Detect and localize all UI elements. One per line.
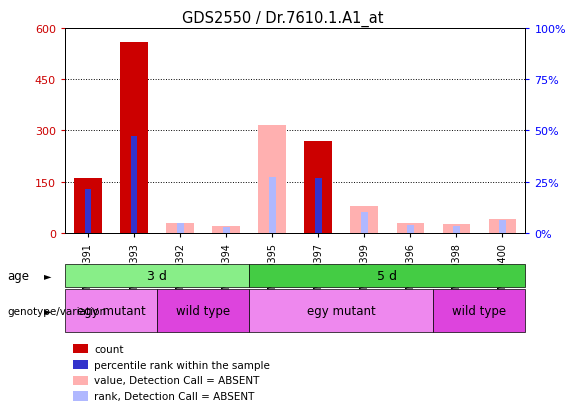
Bar (85, 189, 92, 233)
Bar (249, 264, 525, 287)
Text: rank, Detection Call = ABSENT: rank, Detection Call = ABSENT (94, 391, 255, 401)
Bar (212, 226, 240, 233)
Bar (397, 223, 424, 233)
Text: wild type: wild type (453, 304, 506, 317)
Bar (315, 179, 321, 233)
Bar (305, 141, 332, 233)
Bar (453, 226, 460, 233)
Bar (442, 225, 470, 233)
Text: egy mutant: egy mutant (77, 304, 145, 317)
Bar (350, 206, 378, 233)
Bar (120, 43, 148, 233)
Bar (74, 179, 102, 233)
Text: 5 d: 5 d (377, 269, 397, 282)
Text: egy mutant: egy mutant (307, 304, 376, 317)
Text: percentile rank within the sample: percentile rank within the sample (94, 360, 270, 370)
Bar (269, 177, 276, 233)
Bar (361, 213, 368, 233)
Bar (433, 289, 525, 332)
Bar (157, 289, 249, 332)
Text: age: age (7, 269, 29, 282)
Text: 3 d: 3 d (147, 269, 167, 282)
Text: count: count (94, 344, 124, 354)
Bar (499, 221, 506, 233)
Bar (177, 223, 184, 233)
Text: wild type: wild type (176, 304, 230, 317)
Bar (65, 264, 249, 287)
Bar (407, 226, 414, 233)
Bar (223, 227, 229, 233)
Bar (258, 126, 286, 233)
Bar (249, 289, 433, 332)
Bar (65, 289, 157, 332)
Text: genotype/variation: genotype/variation (7, 306, 106, 316)
Text: ►: ► (44, 271, 52, 281)
Text: ►: ► (44, 306, 52, 316)
Text: GDS2550 / Dr.7610.1.A1_at: GDS2550 / Dr.7610.1.A1_at (182, 10, 383, 26)
Bar (489, 220, 516, 233)
Bar (166, 223, 194, 233)
Text: value, Detection Call = ABSENT: value, Detection Call = ABSENT (94, 375, 260, 385)
Bar (131, 136, 137, 233)
